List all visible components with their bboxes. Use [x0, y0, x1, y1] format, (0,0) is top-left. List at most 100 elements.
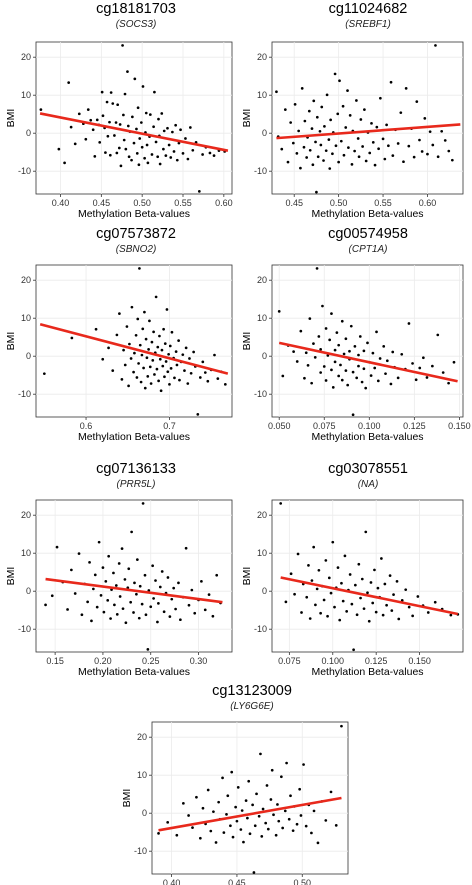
data-point — [126, 70, 129, 73]
panel-title: cg11024682 — [329, 1, 408, 17]
data-point — [407, 322, 411, 325]
data-point — [175, 833, 179, 837]
y-tick-label: -10 — [254, 166, 267, 176]
data-point — [101, 566, 105, 569]
data-point — [447, 149, 451, 153]
data-point — [132, 611, 135, 614]
data-point — [107, 554, 111, 558]
data-point — [293, 102, 297, 106]
data-point — [120, 378, 124, 381]
data-point — [132, 141, 136, 145]
data-point — [436, 333, 440, 337]
data-point — [229, 824, 232, 828]
data-point — [277, 819, 281, 823]
data-point — [140, 353, 144, 357]
gridlines — [272, 500, 463, 652]
data-point — [326, 614, 329, 618]
panel-gene: (CPT1A) — [349, 244, 388, 255]
data-point — [114, 584, 118, 587]
data-point — [341, 599, 345, 603]
y-axis-label: BMI — [5, 567, 17, 586]
data-point — [95, 118, 99, 122]
data-point — [70, 336, 74, 340]
y-tick-label: -10 — [18, 624, 31, 634]
data-point — [389, 80, 393, 84]
data-point — [381, 613, 385, 617]
data-point — [192, 350, 195, 354]
data-point — [416, 595, 420, 598]
data-point — [123, 92, 127, 96]
gridlines — [36, 265, 232, 417]
data-point — [447, 381, 450, 385]
data-point — [426, 611, 430, 614]
data-point — [166, 820, 170, 824]
data-point — [312, 809, 316, 813]
data-point — [358, 335, 362, 338]
data-point — [289, 794, 292, 798]
data-point — [415, 100, 419, 104]
data-point — [352, 648, 355, 652]
data-point — [146, 374, 150, 378]
data-point — [316, 841, 320, 845]
data-point — [226, 794, 230, 798]
data-point — [101, 114, 105, 118]
data-point — [98, 140, 102, 144]
data-point — [73, 592, 77, 595]
data-point — [196, 412, 200, 416]
data-point — [276, 803, 279, 806]
data-point — [143, 573, 147, 577]
data-point — [122, 113, 125, 117]
x-tick-label: 0.100 — [322, 656, 345, 666]
data-point — [170, 597, 174, 601]
data-point — [182, 801, 185, 805]
data-point — [420, 150, 424, 153]
data-point — [114, 121, 118, 124]
data-point — [186, 157, 190, 161]
y-axis-label: BMI — [5, 109, 17, 128]
data-point — [331, 152, 334, 156]
data-point — [283, 809, 287, 813]
data-point — [124, 621, 128, 625]
data-point — [149, 382, 153, 385]
data-point — [321, 304, 324, 308]
data-point — [77, 552, 81, 555]
data-point — [314, 603, 317, 607]
data-point — [391, 154, 395, 157]
data-point — [189, 371, 193, 375]
data-point — [145, 143, 149, 147]
data-point — [92, 587, 95, 591]
data-point — [274, 833, 278, 837]
data-point — [154, 579, 157, 582]
x-tick-label: 0.50 — [133, 198, 151, 208]
data-point — [146, 647, 150, 651]
data-point — [184, 546, 188, 550]
data-point — [328, 167, 332, 170]
data-point — [369, 374, 373, 377]
data-point — [317, 335, 321, 338]
regression-line — [39, 112, 229, 152]
data-point — [310, 579, 314, 582]
y-tick-label: 20 — [257, 275, 267, 285]
data-point — [121, 607, 125, 611]
x-tick-label: 0.6 — [80, 421, 93, 431]
data-point — [200, 579, 203, 583]
data-point — [191, 148, 195, 152]
data-point — [63, 161, 66, 165]
data-point — [295, 822, 299, 826]
data-point — [181, 353, 185, 357]
data-point — [201, 153, 204, 156]
data-point — [305, 595, 309, 599]
data-point — [201, 806, 205, 810]
data-point — [259, 752, 262, 756]
data-point — [362, 607, 366, 611]
data-point — [181, 151, 185, 155]
data-point — [149, 605, 153, 609]
data-point — [154, 295, 158, 299]
data-point — [374, 610, 378, 614]
panel-gene: (SREBF1) — [345, 19, 391, 30]
data-point — [289, 572, 293, 576]
data-point — [195, 795, 198, 799]
data-point — [86, 108, 90, 111]
data-point — [120, 547, 124, 550]
data-point — [310, 127, 314, 130]
